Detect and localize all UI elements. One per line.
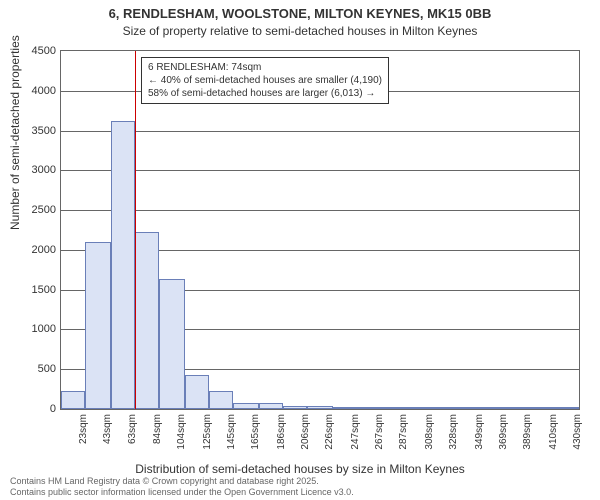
annotation-box: 6 RENDLESHAM: 74sqm ← 40% of semi-detach… bbox=[141, 57, 389, 104]
histogram-bar bbox=[357, 407, 381, 409]
histogram-bar bbox=[85, 242, 110, 409]
histogram-bar bbox=[159, 279, 184, 409]
histogram-bar bbox=[407, 407, 431, 409]
histogram-bar bbox=[307, 406, 332, 409]
x-tick-label: 84sqm bbox=[152, 414, 163, 469]
y-tick-label: 0 bbox=[6, 403, 56, 415]
annotation-line2: ← 40% of semi-detached houses are smalle… bbox=[148, 74, 382, 87]
histogram-bar bbox=[283, 406, 307, 409]
y-tick-label: 3500 bbox=[6, 125, 56, 137]
histogram-bar bbox=[61, 391, 85, 409]
x-tick-label: 328sqm bbox=[448, 414, 459, 469]
x-tick-label: 165sqm bbox=[250, 414, 261, 469]
x-axis-title: Distribution of semi-detached houses by … bbox=[0, 462, 600, 476]
x-tick-label: 23sqm bbox=[78, 414, 89, 469]
x-tick-label: 145sqm bbox=[226, 414, 237, 469]
histogram-bar bbox=[530, 407, 554, 409]
x-tick-label: 308sqm bbox=[424, 414, 435, 469]
x-tick-label: 226sqm bbox=[324, 414, 335, 469]
x-tick-label: 43sqm bbox=[102, 414, 113, 469]
x-tick-label: 186sqm bbox=[276, 414, 287, 469]
footer-attribution: Contains HM Land Registry data © Crown c… bbox=[10, 476, 590, 498]
x-tick-label: 287sqm bbox=[398, 414, 409, 469]
histogram-bar bbox=[481, 407, 505, 409]
y-tick-label: 1500 bbox=[6, 284, 56, 296]
histogram-bar bbox=[505, 407, 530, 409]
annotation-line3: 58% of semi-detached houses are larger (… bbox=[148, 87, 382, 100]
x-tick-label: 349sqm bbox=[474, 414, 485, 469]
x-tick-label: 369sqm bbox=[498, 414, 509, 469]
histogram-bar bbox=[233, 403, 258, 409]
y-tick-label: 4000 bbox=[6, 85, 56, 97]
y-tick-label: 2500 bbox=[6, 204, 56, 216]
histogram-bar bbox=[381, 407, 406, 409]
histogram-chart: 6, RENDLESHAM, WOOLSTONE, MILTON KEYNES,… bbox=[0, 0, 600, 500]
histogram-bar bbox=[209, 391, 233, 409]
marker-line bbox=[135, 51, 136, 409]
plot-area: 6 RENDLESHAM: 74sqm ← 40% of semi-detach… bbox=[60, 50, 580, 410]
histogram-bar bbox=[456, 407, 480, 409]
x-tick-label: 125sqm bbox=[202, 414, 213, 469]
histogram-bar bbox=[111, 121, 135, 409]
x-tick-label: 247sqm bbox=[350, 414, 361, 469]
gridline bbox=[61, 131, 579, 132]
x-tick-label: 104sqm bbox=[176, 414, 187, 469]
x-tick-label: 410sqm bbox=[548, 414, 559, 469]
histogram-bar bbox=[259, 403, 283, 409]
x-tick-label: 430sqm bbox=[572, 414, 583, 469]
chart-subtitle: Size of property relative to semi-detach… bbox=[0, 24, 600, 38]
histogram-bar bbox=[135, 232, 159, 409]
x-tick-label: 63sqm bbox=[127, 414, 138, 469]
y-tick-label: 1000 bbox=[6, 323, 56, 335]
histogram-bar bbox=[431, 407, 456, 409]
histogram-bar bbox=[185, 375, 209, 409]
y-tick-label: 500 bbox=[6, 363, 56, 375]
gridline bbox=[61, 170, 579, 171]
y-tick-label: 3000 bbox=[6, 164, 56, 176]
gridline bbox=[61, 210, 579, 211]
footer-line2: Contains public sector information licen… bbox=[10, 487, 590, 498]
y-tick-label: 2000 bbox=[6, 244, 56, 256]
histogram-bar bbox=[333, 407, 357, 409]
histogram-bar bbox=[555, 407, 579, 409]
x-tick-label: 267sqm bbox=[374, 414, 385, 469]
x-tick-label: 389sqm bbox=[522, 414, 533, 469]
chart-title: 6, RENDLESHAM, WOOLSTONE, MILTON KEYNES,… bbox=[0, 6, 600, 21]
y-tick-label: 4500 bbox=[6, 45, 56, 57]
annotation-line1: 6 RENDLESHAM: 74sqm bbox=[148, 61, 382, 74]
footer-line1: Contains HM Land Registry data © Crown c… bbox=[10, 476, 590, 487]
x-tick-label: 206sqm bbox=[300, 414, 311, 469]
